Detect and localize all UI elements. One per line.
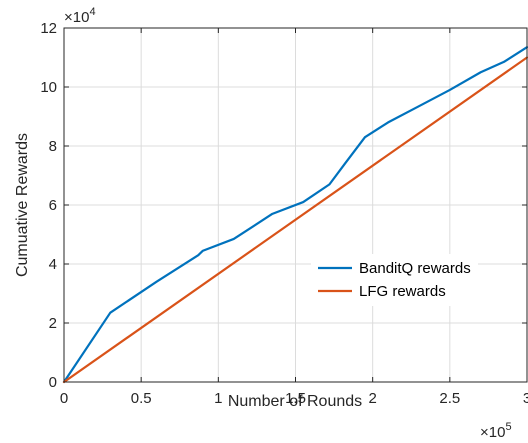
- y-tick-label: 4: [49, 256, 57, 273]
- y-tick-label: 0: [49, 374, 57, 391]
- x-tick-label: 1: [214, 390, 222, 407]
- y-axis-label: Cumuative Rewards: [14, 133, 31, 277]
- y-tick-label: 8: [49, 138, 57, 155]
- x-tick-label: 0: [60, 390, 68, 407]
- x-tick-label: 1.5: [285, 390, 306, 407]
- x-exponent-base: ×10: [480, 424, 505, 441]
- y-tick-label: 10: [40, 79, 57, 96]
- x-tick-labels: 0 0.5 1 1.5 2 2.5 3: [60, 390, 528, 407]
- legend-label-banditq: BanditQ rewards: [359, 260, 471, 277]
- series-line-lfg: [62, 56, 528, 384]
- y-tick-label: 12: [40, 20, 57, 37]
- legend-box: [311, 254, 478, 306]
- x-axis-label: Number of Rounds: [228, 393, 362, 410]
- tick-marks: [63, 27, 528, 383]
- y-tick-label: 6: [49, 197, 57, 214]
- series-line-banditq: [62, 46, 528, 384]
- legend: BanditQ rewards LFG rewards: [311, 254, 478, 306]
- x-exponent-label: ×105: [480, 421, 512, 441]
- series-lines: [62, 46, 528, 384]
- y-exponent-base: ×10: [64, 9, 89, 26]
- legend-label-lfg: LFG rewards: [359, 283, 446, 300]
- x-tick-label: 3: [523, 390, 528, 407]
- y-tick-label: 2: [49, 315, 57, 332]
- svg-text:×104: ×104: [64, 6, 96, 26]
- svg-text:×105: ×105: [480, 421, 512, 441]
- y-tick-labels: 0 2 4 6 8 10 12: [40, 20, 57, 391]
- x-exponent-power: 5: [505, 421, 511, 433]
- x-tick-label: 0.5: [131, 390, 152, 407]
- x-tick-label: 2: [368, 390, 376, 407]
- x-tick-label: 2.5: [439, 390, 460, 407]
- y-exponent-power: 4: [89, 6, 95, 18]
- y-exponent-label: ×104: [64, 6, 96, 26]
